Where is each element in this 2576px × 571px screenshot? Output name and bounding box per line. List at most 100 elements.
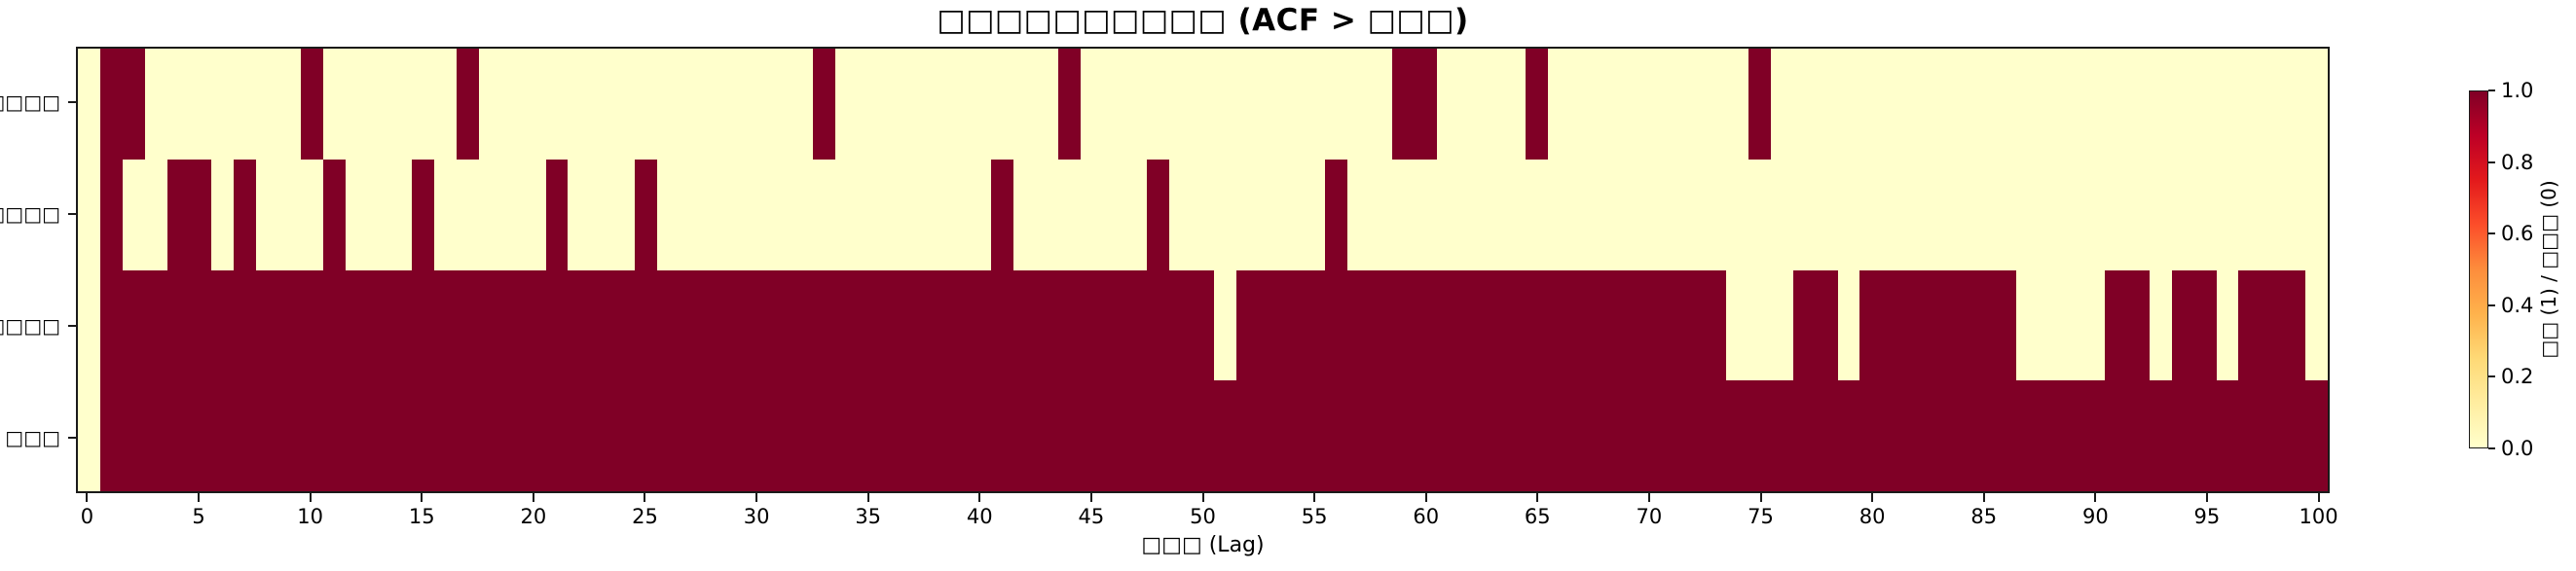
heatmap-cell <box>1258 380 1281 491</box>
heatmap-cell <box>1815 159 1838 270</box>
heatmap-cell <box>1548 159 1571 270</box>
heatmap-cell <box>2305 49 2328 160</box>
heatmap-cell <box>1303 159 1326 270</box>
heatmap-cell <box>1013 269 1036 381</box>
heatmap-cell <box>2193 380 2217 491</box>
heatmap-cell <box>2171 49 2194 160</box>
heatmap-cell <box>1035 380 1058 491</box>
heatmap-cell <box>1792 380 1816 491</box>
heatmap-cell <box>879 159 902 270</box>
x-tick-label: 35 <box>855 505 882 528</box>
heatmap-cell <box>857 49 880 160</box>
heatmap-cell <box>1927 380 1950 491</box>
x-tick-label: 95 <box>2193 505 2221 528</box>
x-tick-label: 30 <box>743 505 770 528</box>
heatmap-cell <box>924 159 947 270</box>
heatmap-cell <box>1436 380 1459 491</box>
heatmap-cell <box>166 380 190 491</box>
heatmap-cell <box>568 269 591 381</box>
heatmap-cell <box>723 159 747 270</box>
heatmap-cell <box>545 380 569 491</box>
y-axis: □□□□□□□□□□□□□□□□□□ <box>0 47 76 493</box>
x-axis: 0 5 10 15 20 25 30 35 40 45 50 55 60 65 70 75 80 85 90 95 10… <box>76 493 2338 537</box>
x-tick-mark <box>1201 493 1204 502</box>
x-tick-mark <box>1982 493 1985 502</box>
heatmap-cell <box>1414 269 1437 381</box>
heatmap-cell <box>189 269 212 381</box>
x-tick-mark <box>2205 493 2208 502</box>
heatmap-cell <box>1325 380 1348 491</box>
heatmap-cell <box>2283 49 2306 160</box>
heatmap-cell <box>2261 49 2284 160</box>
x-tick-label: 60 <box>1413 505 1440 528</box>
heatmap-cell <box>1192 49 1214 160</box>
heatmap-cell <box>434 380 457 491</box>
heatmap-cell <box>1637 159 1660 270</box>
heatmap-cell <box>2283 269 2306 381</box>
heatmap-cell <box>1614 380 1638 491</box>
heatmap-cell <box>946 380 970 491</box>
heatmap-cell <box>1681 269 1705 381</box>
x-axis-label: □□□ (Lag) <box>1141 533 1265 557</box>
heatmap-cell <box>1080 49 1103 160</box>
heatmap-cell <box>412 380 435 491</box>
y-tick-mark <box>68 101 76 104</box>
x-tick-mark <box>1647 493 1650 502</box>
heatmap-cell <box>590 269 613 381</box>
heatmap-cell <box>166 159 190 270</box>
heatmap-cell <box>1726 49 1749 160</box>
plot-area <box>76 47 2330 493</box>
x-tick-label: 80 <box>1858 505 1886 528</box>
heatmap-cell <box>277 159 301 270</box>
heatmap-cell <box>189 49 212 160</box>
heatmap-cell <box>635 380 657 491</box>
heatmap-cell <box>1904 159 1928 270</box>
heatmap-cell <box>2238 380 2262 491</box>
heatmap-cell <box>1391 380 1415 491</box>
x-tick-label: 40 <box>966 505 993 528</box>
heatmap-cell <box>1526 159 1549 270</box>
heatmap-cell <box>434 269 457 381</box>
heatmap-cell <box>701 269 724 381</box>
heatmap-cell <box>1124 49 1148 160</box>
heatmap-cell <box>1859 269 1883 381</box>
heatmap-cell <box>122 49 145 160</box>
x-tick-mark <box>198 493 201 502</box>
heatmap-cell <box>1258 269 1281 381</box>
x-tick-label: 45 <box>1078 505 1105 528</box>
heatmap-cell <box>2149 380 2172 491</box>
y-tick-label: □□□□□ <box>0 202 60 227</box>
heatmap-cell <box>144 380 167 491</box>
heatmap-cell <box>389 269 413 381</box>
heatmap-cell <box>367 380 390 491</box>
heatmap-cell <box>879 49 902 160</box>
heatmap-cell <box>1503 380 1527 491</box>
heatmap-cell <box>2060 269 2083 381</box>
heatmap-cell <box>1192 159 1214 270</box>
heatmap-cell <box>1748 380 1771 491</box>
heatmap-cell <box>2105 159 2128 270</box>
heatmap-cell <box>1637 269 1660 381</box>
heatmap-cell <box>834 49 858 160</box>
heatmap-cell <box>1503 159 1527 270</box>
x-tick-mark <box>1871 493 1874 502</box>
x-tick-mark <box>1089 493 1092 502</box>
heatmap-cell <box>2171 159 2194 270</box>
heatmap-cell <box>500 269 524 381</box>
x-tick-mark <box>86 493 89 502</box>
colorbar <box>2469 90 2488 448</box>
x-tick-mark <box>866 493 869 502</box>
heatmap-cell <box>1592 380 1615 491</box>
heatmap-cell <box>834 269 858 381</box>
x-tick-label: 20 <box>520 505 547 528</box>
heatmap-cell <box>1124 269 1148 381</box>
heatmap-cell <box>2105 380 2128 491</box>
heatmap-cell <box>122 269 145 381</box>
heatmap-cell <box>2149 49 2172 160</box>
colorbar-tick-mark <box>2488 232 2495 235</box>
heatmap-cell <box>1303 49 1326 160</box>
heatmap-cell <box>2082 49 2106 160</box>
heatmap-cell <box>1904 49 1928 160</box>
heatmap-cell <box>2216 159 2239 270</box>
heatmap-cell <box>300 380 323 491</box>
